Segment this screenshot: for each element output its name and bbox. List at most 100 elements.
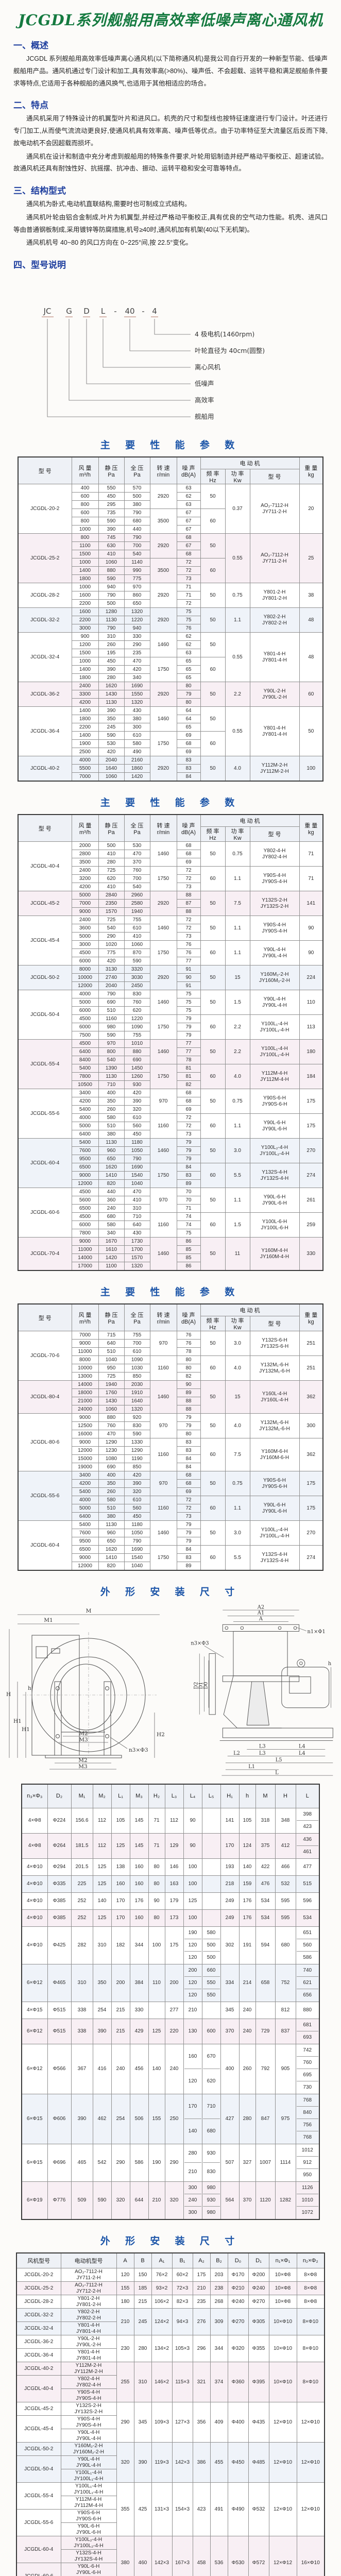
value-cell: 534 [295,1909,320,1927]
value-cell: 440 [124,525,150,534]
value-cell: 1400 [71,665,99,674]
div-el: 160 120 [184,2044,201,2093]
value-cell [201,1892,221,1910]
value-cell: 820 [98,1562,125,1571]
value-cell: 950 [98,1364,125,1372]
value-cell: 1320 [124,698,150,707]
value-cell: 534 [255,1909,276,1927]
div-el: JY90S-6-H [262,1101,287,1107]
value-cell: 150 [133,2268,152,2282]
value-cell: 215 [111,2001,130,2019]
value-cell: 90 [176,973,201,982]
value-cell: 1860 [124,764,150,773]
value-cell: 280 [238,2093,256,2144]
col-header-power: 功 率 Kw [225,826,250,842]
value-cell: 12×Φ12 [268,2536,297,2576]
value-cell: 410 [124,932,150,941]
table-row: 600 450 500 62 [18,492,323,501]
value-cell: 50 [200,916,226,941]
motor-model-cell: Y132S-4-H JY132S-4-H [249,1163,300,1188]
col-header-total-pressure: 全 压 Pa [124,814,150,842]
value-cell: 970 [149,1188,177,1213]
value-cell: 290 [116,2402,134,2443]
value-cell: 155 [148,2093,165,2144]
value-cell: 1570 [124,1253,150,1262]
value-cell: 338 [71,2001,93,2019]
model-code-diagram: JC G D L - 40 - 4 4 极电机(1460rpm) 叶轮直径为 4… [15,274,341,424]
value-cell: 3400 [71,1089,99,1097]
motor-model-cell: AO₂-7112-H JY711-2-H [60,2268,117,2282]
rect-el [104,1681,111,1756]
value-cell: 470 [98,1430,125,1438]
table-row: 6×Φ19 Φ776 509 590 320 644 210 320 300 240 300 980 9… [21,2181,320,2219]
div-el: 730 [296,2081,318,2093]
value-cell: 50 [299,706,323,756]
value-cell: 240 [98,1204,125,1213]
div-el: JY90S-4-H [262,878,287,885]
value-cell: 74 [176,1221,201,1229]
motor-model-cell: AO₂-7112-H JY711-2-H [249,484,300,534]
bolt-spec-cell: 4×Φ15 [21,2001,48,2019]
value-cell: 6500 [71,1545,99,1554]
value-cell: 60 [200,657,226,682]
div-el: 756 [296,2119,318,2131]
value-cell: 268 [210,2295,228,2309]
table-row: JCGDL-40-2 4000 2040 2160 2920 83 50 4.0 Y112M-2… [18,756,323,782]
fan-model-cell: JCGDL-28-2 [18,583,72,608]
div-el: JY100L₂-4-H [260,1150,289,1157]
value-cell: 350 [98,1097,125,1106]
value-cell: 390 [98,706,125,715]
value-cell: 94×3 [172,2308,193,2335]
table-row: JCGDL-45-4 2400 725 755 1460 72 50 1.1 Y90S-4-H J… [18,916,323,965]
value-cell: 1900 [71,739,99,748]
value-cell: 79 [176,1421,201,1430]
value-cell: 73 [176,932,201,941]
div-el: Y90S-6-H [77,2510,100,2516]
value-cell: 11 [225,1237,250,1271]
value-cell: 745 [98,533,125,542]
value-cell: 20 [299,484,323,534]
div-el: 210 [184,2162,201,2181]
value-cell: 50 [200,841,226,867]
document-title: JCGDL系列舰船用高效率低噪声离心通风机 [18,11,323,29]
value-cell: 760 [98,1421,125,1430]
dim-label-M: M [86,1608,92,1614]
performance-table-mount-1: 型 号风 量 m³/h 静 压 Pa 全 压 Pa 转 速 r/min 噪 声 dB(A) 电 动 … [0,456,341,782]
value-cell: 1400 [71,706,99,715]
value-cell: 620 [124,1006,150,1015]
value-cell: 790 [98,624,125,633]
value-cell: 1050 [124,1146,150,1155]
value-cell: 7000 [71,1331,99,1340]
col-header-frequency: 频 率 Hz [200,469,226,484]
value-cell: 63 [176,500,201,509]
value-cell: 390 [124,1479,150,1488]
div-el: JY712-2-H [76,2288,101,2294]
value-cell: 141 [220,1807,240,1834]
table-row: 4000 580 610 1160 72 60 1.1 Y90L-6-H JY90L-6-H 17… [18,1496,323,1521]
value-cell: 245 [98,723,125,732]
value-cell: 0.55 [225,632,250,682]
value-cell: 590 [98,731,125,740]
value-cell: 409 [210,2402,228,2443]
value-cell: 88 [176,907,201,916]
value-cell: 1040 [124,1179,150,1188]
table-row: 9000 1570 1940 88 [18,907,323,916]
value-cell: 345 [220,2001,240,2019]
value-cell: 10500 [71,1080,99,1089]
value-cell: 89 [176,1562,201,1571]
fan-model-cell: JCGDL-50-2 [18,965,72,990]
value-cell: 450 [124,1130,150,1139]
rect-el [36,1646,48,1658]
value-cell: 970 [149,1089,177,1114]
table-row: 5000 290 410 73 [18,932,323,941]
value-cell: 60 [200,1496,226,1521]
value-cell: 110 [148,1963,165,2002]
value-cell: 1000 [71,657,99,666]
value-cell: 8×Φ10 [296,2308,325,2335]
table-row: JCGDL-40-2 Y112M-2-H JY112M-2-H 255 310 146×2… [16,2362,325,2402]
table-row: JCGDL-36-4 Y801-4-H JY801-4-H [16,2348,325,2362]
div-el: Y132M₁-6-H [260,1420,289,1426]
value-cell: 790 [124,509,150,517]
value-cell: 83 [176,1438,201,1447]
value-cell: 79 [176,1155,201,1163]
